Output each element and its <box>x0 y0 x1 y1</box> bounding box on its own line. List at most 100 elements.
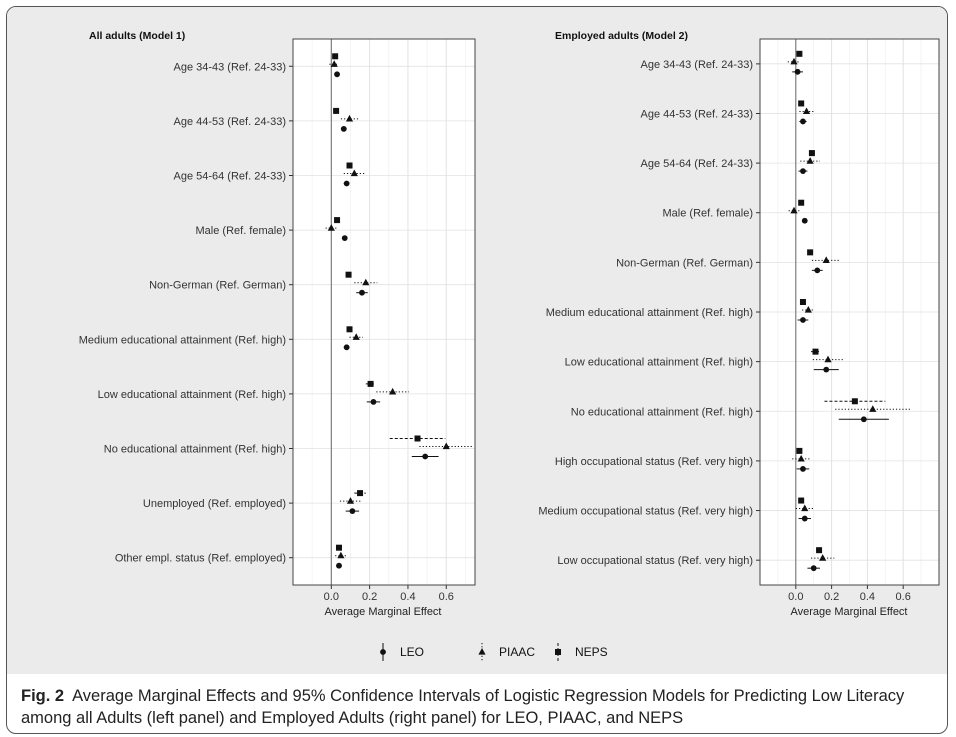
panel-1-piaac-point <box>806 157 814 164</box>
panel-0-piaac-point <box>362 278 370 286</box>
legend-label-neps: NEPS <box>575 645 608 659</box>
panel-0-piaac-point <box>350 169 358 177</box>
panel-0-piaac-point <box>327 224 335 231</box>
caption-text: Average Marginal Effects and 95% Confide… <box>21 687 905 727</box>
panel-0-category-label: Other empl. status (Ref. employed) <box>115 553 286 565</box>
left-panel-title: All adults (Model 1) <box>89 30 185 42</box>
left-x-axis-title: Average Marginal Effect <box>325 606 442 618</box>
panel-0-plot-area <box>293 39 475 585</box>
panel-1-leo-point <box>800 466 806 472</box>
panel-1-neps-point <box>796 447 803 454</box>
panel-1-neps-point <box>798 497 805 504</box>
caption-label: Fig. 2 <box>21 687 65 705</box>
panel-0-leo-point <box>334 71 340 78</box>
panel-0-category-label: Unemployed (Ref. employed) <box>143 498 286 510</box>
panel-1-piaac-point <box>790 206 798 214</box>
panel-1-piaac-point <box>797 454 805 462</box>
panel-0-piaac-point <box>442 442 450 450</box>
panel-0-neps-point <box>332 53 339 60</box>
panel-1-category-label: Low educational attainment (Ref. high) <box>565 357 753 369</box>
panel-0-piaac-point <box>330 60 338 67</box>
panel-1-leo-point <box>860 416 867 423</box>
panel-0-plot-border <box>292 38 476 586</box>
panel-1-piaac-point <box>822 256 830 263</box>
panel-0-category-label: No educational attainment (Ref. high) <box>104 444 286 456</box>
legend-key-marker <box>555 649 561 655</box>
panel-1-piaac-point <box>824 355 832 363</box>
panel-1-neps-point <box>808 150 815 157</box>
panel-1-neps-point <box>807 249 814 256</box>
panel-1-leo-point <box>801 515 808 522</box>
right-x-axis-title: Average Marginal Effect <box>791 606 908 618</box>
panel-0-category-label: Age 44-53 (Ref. 24-33) <box>173 116 286 128</box>
panel-1-neps-point <box>798 199 805 206</box>
panel-0-leo-point <box>340 126 347 132</box>
panel-1-leo-point <box>800 118 806 125</box>
panel-1-category-label: Age 54-64 (Ref. 24-33) <box>640 158 753 170</box>
panel-0-category-label: Medium educational attainment (Ref. high… <box>79 334 286 346</box>
panel-0-neps-point <box>357 490 364 497</box>
panel-0-neps-point <box>335 544 342 551</box>
panel-1-x-tick-label: 0.6 <box>896 591 911 603</box>
panel-0-piaac-point <box>337 551 345 559</box>
panel-1-neps-point <box>816 547 823 554</box>
panel-0-leo-point <box>422 453 429 460</box>
panel-1-piaac-point <box>790 57 798 65</box>
panel-1-leo-point <box>801 217 808 224</box>
right-panel-title: Employed adults (Model 2) <box>555 30 688 42</box>
panel-1-neps-point <box>812 348 819 355</box>
panel-0-leo-point <box>343 180 350 187</box>
panel-0-leo-point <box>341 235 348 242</box>
legend-strip <box>7 634 947 674</box>
panel-0-neps-point <box>333 107 340 114</box>
panel-1-neps-point <box>851 398 858 405</box>
panel-1-category-label: Non-German (Ref. German) <box>616 257 753 269</box>
panel-1-leo-point <box>810 565 817 572</box>
panel-0-x-tick-label: 0.0 <box>324 591 339 603</box>
panel-1-category-label: Medium educational attainment (Ref. high… <box>546 307 753 319</box>
panel-1-piaac-point <box>819 554 827 561</box>
panel-1-leo-point <box>800 168 806 174</box>
panel-1-plot-border <box>759 38 940 586</box>
panel-1-category-label: Medium occupational status (Ref. very hi… <box>538 506 753 518</box>
panel-0-neps-point <box>346 162 353 169</box>
panel-1-neps-point <box>796 50 803 57</box>
panel-1-piaac-point <box>804 306 812 313</box>
panel-1-category-label: High occupational status (Ref. very high… <box>555 456 753 468</box>
panel-0-category-label: Low educational attainment (Ref. high) <box>98 389 286 401</box>
panel-0-neps-point <box>346 326 353 333</box>
panel-0-neps-point <box>334 217 341 224</box>
panel-0-category-label: Male (Ref. female) <box>196 225 286 237</box>
panel-0-category-label: Age 34-43 (Ref. 24-33) <box>173 61 286 73</box>
panel-1-leo-point <box>794 68 801 75</box>
panel-1-neps-point <box>799 299 806 305</box>
panel-0-leo-point <box>336 562 342 569</box>
panel-0-leo-point <box>359 289 365 296</box>
panel-0-x-tick-label: 0.2 <box>362 591 377 603</box>
panel-0-piaac-point <box>352 333 360 340</box>
legend: LEO PIAAC NEPS <box>380 643 608 661</box>
figure-card: All adults (Model 1) Employed adults (Mo… <box>6 6 948 734</box>
panel-0-x-tick-label: 0.4 <box>400 591 415 603</box>
panel-0-neps-point <box>367 380 374 387</box>
figure-caption: Fig. 2 Average Marginal Effects and 95% C… <box>21 685 941 729</box>
panel-0-piaac-point <box>346 497 355 504</box>
panel-0-piaac-point <box>389 387 397 395</box>
panel-1-piaac-point <box>869 405 877 412</box>
panel-0-leo-point <box>343 344 350 351</box>
panel-1-category-label: Age 34-43 (Ref. 24-33) <box>640 59 753 71</box>
panel-0-category-label: Age 54-64 (Ref. 24-33) <box>173 171 286 183</box>
panel-1-category-label: Low occupational status (Ref. very high) <box>557 555 753 567</box>
legend-label-leo: LEO <box>400 645 424 659</box>
panel-0-neps-point <box>345 271 352 278</box>
forest-plot-figure: All adults (Model 1) Employed adults (Mo… <box>7 7 947 674</box>
panel-1-category-label: Male (Ref. female) <box>663 208 753 220</box>
left-panel: 0.0 0.2 0.4 0.6 Age 34-43 (Ref. 24-33) Age 44… <box>79 38 476 603</box>
panel-1-x-tick-label: 0.4 <box>860 591 875 603</box>
panel-1-x-tick-label: 0.0 <box>788 591 803 603</box>
panel-1-leo-point <box>800 317 806 323</box>
legend-label-piaac: PIAAC <box>499 645 535 659</box>
panel-1-neps-point <box>798 100 805 107</box>
panel-1-piaac-point <box>802 107 811 115</box>
panel-1-category-label: Age 44-53 (Ref. 24-33) <box>640 108 753 120</box>
